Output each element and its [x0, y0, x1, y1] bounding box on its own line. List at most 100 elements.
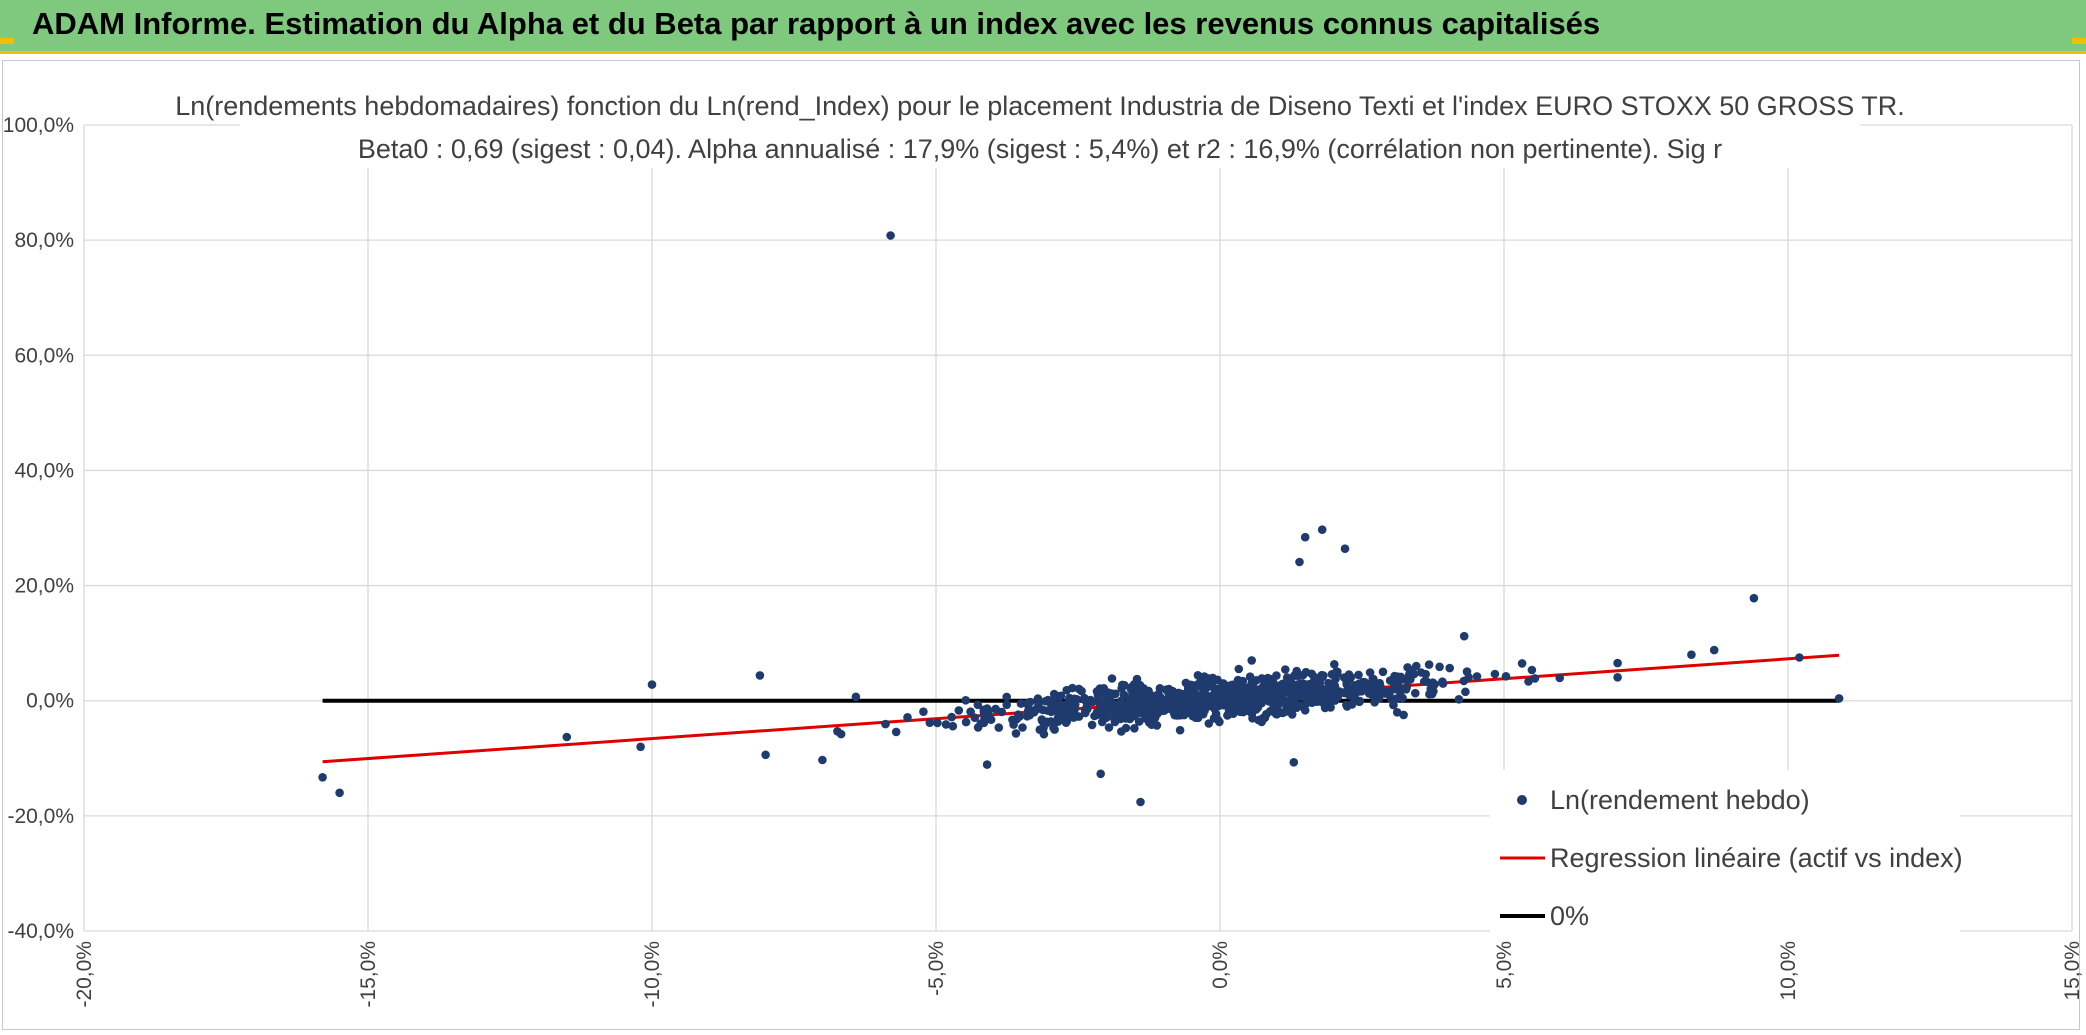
- data-point: [961, 696, 970, 705]
- data-point: [1427, 689, 1437, 699]
- y-tick-label: 60,0%: [14, 344, 74, 367]
- data-point: [1501, 672, 1511, 681]
- data-point: [1136, 797, 1145, 807]
- data-point: [1251, 694, 1261, 704]
- data-point: [1524, 677, 1533, 686]
- data-point: [1267, 696, 1277, 706]
- y-axis: 100,0% 80,0% 60,0% 40,0% 20,0% 0,0% -20,0% -40,…: [3, 114, 74, 943]
- point-layer: [318, 231, 1844, 807]
- data-point: [1077, 686, 1086, 696]
- data-point: [1109, 702, 1118, 712]
- data-point: [1527, 665, 1537, 675]
- chart-title-group: Ln(rendements hebdomadaires) fonction du…: [175, 86, 1905, 168]
- data-point: [1613, 673, 1622, 682]
- data-point: [1245, 705, 1254, 714]
- data-point: [1355, 697, 1364, 707]
- data-point: [970, 713, 980, 722]
- data-point: [1107, 674, 1117, 683]
- data-point: [1332, 667, 1341, 676]
- data-point: [1399, 710, 1408, 720]
- data-point: [1104, 723, 1114, 732]
- data-point: [1142, 708, 1151, 717]
- data-point: [1062, 716, 1072, 726]
- data-point: [891, 727, 901, 737]
- data-point: [1330, 660, 1339, 669]
- data-point: [1234, 664, 1244, 674]
- data-point: [1291, 693, 1300, 702]
- data-point: [1132, 674, 1142, 684]
- data-point: [1395, 687, 1405, 696]
- data-point: [1378, 667, 1388, 677]
- data-point: [1749, 593, 1759, 603]
- data-point: [1259, 680, 1269, 689]
- data-point: [1390, 671, 1399, 681]
- data-point: [1175, 725, 1185, 735]
- y-tick-label: 40,0%: [14, 459, 74, 482]
- report-title: ADAM Informe. Estimation du Alpha et du …: [32, 6, 1601, 41]
- data-point: [1472, 672, 1482, 681]
- legend-background: [1490, 770, 1960, 940]
- data-point: [1104, 688, 1113, 697]
- data-point: [966, 707, 975, 716]
- data-point: [1032, 704, 1041, 714]
- data-point: [1517, 659, 1527, 668]
- data-point: [947, 712, 956, 722]
- data-point: [1346, 684, 1355, 693]
- data-point: [1411, 688, 1420, 698]
- data-point: [881, 719, 890, 729]
- data-point: [1193, 671, 1203, 680]
- data-point: [1157, 696, 1166, 705]
- data-point: [1146, 690, 1155, 700]
- data-point: [941, 720, 951, 729]
- data-point: [1389, 700, 1398, 710]
- data-point: [1099, 706, 1109, 715]
- data-point: [1220, 700, 1230, 709]
- chart-frame: [2, 60, 2080, 1030]
- data-point: [973, 700, 983, 710]
- data-point: [1002, 692, 1011, 702]
- data-point: [1317, 525, 1327, 534]
- data-point: [1361, 679, 1371, 689]
- data-point: [1389, 679, 1399, 689]
- data-point: [994, 723, 1004, 732]
- data-point: [1056, 691, 1066, 701]
- data-point: [1229, 701, 1239, 711]
- data-point: [1064, 697, 1074, 707]
- x-tick-label: -15,0%: [357, 941, 380, 1008]
- data-point: [1289, 758, 1299, 767]
- data-point: [973, 723, 983, 732]
- data-point: [886, 231, 895, 240]
- banner-corner-right: [2072, 38, 2086, 44]
- data-point: [1687, 650, 1696, 659]
- data-point: [562, 732, 572, 742]
- data-point: [1281, 665, 1290, 674]
- data-point: [1365, 668, 1375, 677]
- data-point: [1247, 656, 1256, 665]
- legend-label-points: Ln(rendement hebdo): [1550, 785, 1810, 815]
- data-point: [1299, 679, 1309, 689]
- data-point: [948, 721, 958, 731]
- legend-marker-points: [1517, 795, 1527, 805]
- data-point: [1290, 671, 1299, 680]
- x-tick-label: -10,0%: [641, 941, 664, 1008]
- data-point: [1406, 666, 1416, 675]
- data-point: [1292, 703, 1301, 712]
- data-point: [1424, 660, 1434, 669]
- data-point: [1093, 691, 1103, 700]
- data-point: [986, 715, 996, 724]
- line-layer: [322, 653, 1840, 764]
- data-point: [1354, 670, 1363, 680]
- data-point: [1195, 678, 1205, 687]
- data-point: [1374, 694, 1384, 703]
- data-point: [1062, 685, 1071, 695]
- x-tick-label: 15,0%: [2061, 941, 2084, 1001]
- data-point: [1202, 683, 1212, 692]
- data-point: [919, 707, 928, 716]
- data-point: [1177, 697, 1186, 706]
- data-point: [1459, 676, 1469, 686]
- data-point: [1161, 685, 1171, 694]
- data-point: [1834, 694, 1844, 703]
- data-point: [1120, 680, 1129, 690]
- data-point: [1011, 729, 1021, 738]
- data-point: [979, 707, 989, 717]
